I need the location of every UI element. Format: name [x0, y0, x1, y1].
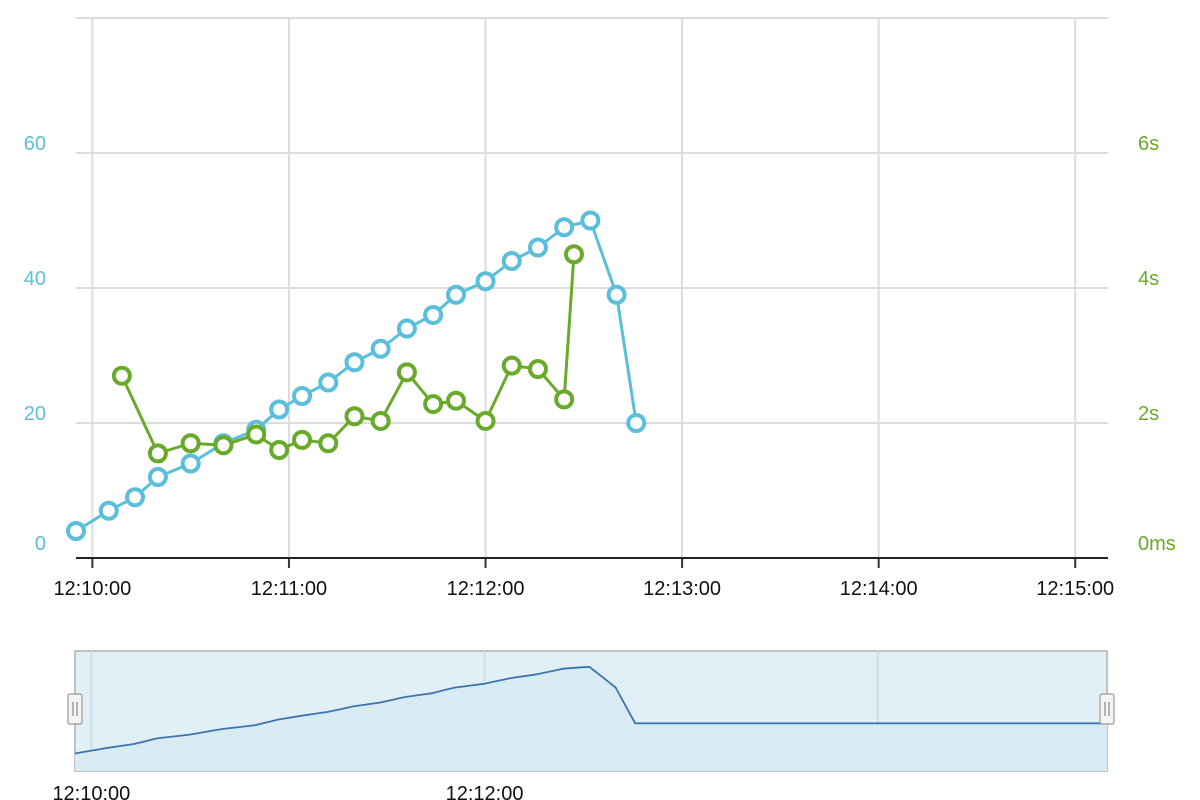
series-1-point [147, 443, 168, 464]
x-tick-label: 12:11:00 [251, 578, 327, 600]
series-1-point [213, 435, 234, 456]
series-0-point [527, 237, 548, 258]
x-tick-label: 12:12:00 [447, 578, 525, 600]
x-tick-label: 12:14:00 [840, 578, 918, 600]
series-1-point [501, 355, 522, 376]
series-1-point [396, 362, 417, 383]
series-0-point [370, 338, 391, 359]
series-1-point [370, 410, 391, 431]
series-1-point [269, 440, 290, 460]
x-tick-label: 12:10:00 [53, 578, 131, 600]
grid [76, 17, 1108, 558]
series-0-point [606, 284, 627, 305]
series-1-point [318, 433, 339, 454]
navigator-x-tick-label: 12:12:00 [446, 783, 524, 800]
series-1-point [446, 390, 467, 411]
right-y-tick-label: 2s [1138, 403, 1159, 425]
series-0-point [292, 386, 313, 406]
navigator-line [74, 665, 1107, 755]
handle-body [67, 693, 83, 725]
x-tick-label: 12:15:00 [1036, 578, 1114, 600]
series-0-point [423, 305, 444, 325]
x-tick-label: 12:13:00 [643, 578, 721, 600]
series-1-point [292, 429, 313, 450]
series-1-point [111, 365, 132, 386]
axes: 12:10:00 12:11:00 12:12:00 12:13:00 12:14:00… [24, 133, 1176, 600]
series-0-point [446, 284, 467, 305]
series-1-point [475, 410, 496, 431]
series-1-point [180, 433, 201, 454]
series-0-line [75, 219, 638, 533]
series-0-point [626, 413, 647, 433]
left-y-tick-label: 40 [24, 268, 46, 290]
navigator-left-handle[interactable] [67, 693, 83, 725]
series-0-point [124, 487, 145, 508]
left-y-tick-label: 0 [35, 533, 46, 555]
series-0-point [66, 521, 86, 541]
series-0-point [180, 453, 201, 474]
series-0-point [269, 399, 290, 420]
series-0-point [554, 217, 575, 238]
series-0-point [344, 352, 365, 373]
series-1-point [246, 424, 267, 445]
right-y-tick-label: 4s [1138, 268, 1159, 290]
left-y-tick-label: 20 [24, 403, 46, 425]
handle-body [1099, 693, 1115, 725]
navigator-area [75, 666, 1107, 771]
series-0-point [147, 467, 168, 487]
series-1-point [423, 394, 444, 415]
right-y-tick-label: 0ms [1138, 533, 1176, 555]
series-1-point [527, 359, 548, 379]
series-0-point [475, 271, 496, 292]
series-1-point [554, 389, 575, 410]
right-y-tick-label: 6s [1138, 133, 1159, 155]
navigator[interactable]: 12:10:00 12:12:00 [52, 650, 1115, 800]
navigator-right-handle[interactable] [1099, 693, 1115, 725]
series-1-point [563, 244, 584, 265]
series-layer [66, 210, 647, 541]
navigator-x-tick-label: 12:10:00 [52, 783, 130, 800]
series-0-point [580, 210, 601, 231]
series-0-point [501, 251, 522, 271]
series-0-point [396, 318, 417, 339]
series-0-point [98, 500, 119, 521]
series-1-point [344, 406, 365, 427]
series-0-point [318, 372, 339, 393]
left-y-tick-label: 60 [24, 133, 46, 155]
